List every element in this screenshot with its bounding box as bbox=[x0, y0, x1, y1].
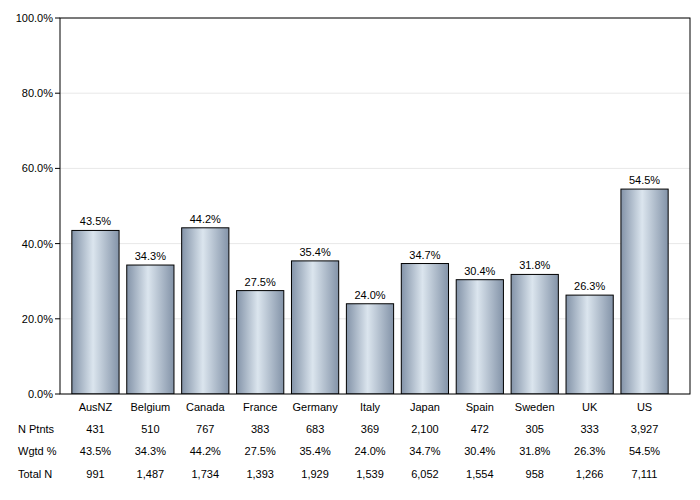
bar bbox=[127, 265, 174, 394]
data-label: 35.4% bbox=[299, 246, 330, 258]
data-label: 27.5% bbox=[245, 276, 276, 288]
table-cell: 27.5% bbox=[245, 445, 276, 457]
y-tick-label: 20.0% bbox=[22, 313, 53, 325]
tick-mark bbox=[55, 318, 60, 319]
table-cell: 472 bbox=[471, 423, 489, 435]
table-cell: 1,266 bbox=[576, 468, 604, 480]
row-label: N Ptnts bbox=[18, 423, 55, 435]
x-tick-label: Japan bbox=[410, 401, 440, 413]
table-cell: 1,487 bbox=[137, 468, 165, 480]
bar bbox=[511, 274, 558, 394]
table-cell: 383 bbox=[251, 423, 269, 435]
data-label: 43.5% bbox=[80, 215, 111, 227]
y-tick-label: 100.0% bbox=[16, 12, 54, 24]
table-cell: 6,052 bbox=[411, 468, 439, 480]
tick-mark bbox=[55, 394, 60, 395]
table-cell: 24.0% bbox=[354, 445, 385, 457]
table-cell: 767 bbox=[196, 423, 214, 435]
table-cell: 35.4% bbox=[299, 445, 330, 457]
bars bbox=[72, 189, 668, 394]
data-label: 34.3% bbox=[135, 250, 166, 262]
row-label: Wgtd % bbox=[18, 445, 57, 457]
tick-mark bbox=[55, 168, 60, 169]
table-cell: 34.3% bbox=[135, 445, 166, 457]
table-cell: 958 bbox=[526, 468, 544, 480]
x-tick-label: Sweden bbox=[515, 401, 555, 413]
x-tick-label: Germany bbox=[292, 401, 338, 413]
table-cell: 44.2% bbox=[190, 445, 221, 457]
table-cell: 431 bbox=[86, 423, 104, 435]
bar bbox=[237, 291, 284, 394]
table-cell: 2,100 bbox=[411, 423, 439, 435]
table-cell: 3,927 bbox=[631, 423, 659, 435]
x-tick-label: US bbox=[637, 401, 652, 413]
data-label: 54.5% bbox=[629, 174, 660, 186]
grid-line bbox=[60, 93, 690, 94]
x-tick-label: Canada bbox=[186, 401, 225, 413]
table-cell: 683 bbox=[306, 423, 324, 435]
data-label: 26.3% bbox=[574, 280, 605, 292]
chart: 0.0% 20.0% 40.0% 60.0% 80.0% 100.0% 43.5% 34.3%… bbox=[0, 0, 700, 500]
row-label: Total N bbox=[18, 468, 52, 480]
data-label: 24.0% bbox=[354, 289, 385, 301]
x-tick-label: France bbox=[243, 401, 277, 413]
tick-mark bbox=[55, 18, 60, 19]
table-cell: 1,393 bbox=[246, 468, 274, 480]
table-cell: 510 bbox=[141, 423, 159, 435]
x-tick-label: Italy bbox=[360, 401, 381, 413]
table-cell: 369 bbox=[361, 423, 379, 435]
x-tick-label: Spain bbox=[466, 401, 494, 413]
x-tick-label: AusNZ bbox=[79, 401, 113, 413]
table-cell: 43.5% bbox=[80, 445, 111, 457]
y-tick-label: 80.0% bbox=[22, 87, 53, 99]
table-cell: 1,539 bbox=[356, 468, 384, 480]
data-label: 30.4% bbox=[464, 265, 495, 277]
table-cell: 1,734 bbox=[192, 468, 220, 480]
data-label: 44.2% bbox=[190, 213, 221, 225]
table-cell: 333 bbox=[580, 423, 598, 435]
bar bbox=[346, 304, 393, 394]
table-cell: 34.7% bbox=[409, 445, 440, 457]
table-cell: 30.4% bbox=[464, 445, 495, 457]
table-cell: 31.8% bbox=[519, 445, 550, 457]
tick-mark bbox=[55, 93, 60, 94]
bar bbox=[456, 280, 503, 394]
grid-line bbox=[60, 168, 690, 169]
y-tick-label: 40.0% bbox=[22, 238, 53, 250]
tick-mark bbox=[55, 243, 60, 244]
bar bbox=[566, 295, 613, 394]
data-label: 31.8% bbox=[519, 259, 550, 271]
grid-line bbox=[60, 243, 690, 244]
bar bbox=[621, 189, 668, 394]
plot-frame bbox=[60, 18, 690, 394]
bar bbox=[72, 230, 119, 394]
bar bbox=[401, 264, 448, 394]
x-tick-label: Belgium bbox=[130, 401, 170, 413]
table-cell: 1,554 bbox=[466, 468, 494, 480]
table-cell: 1,929 bbox=[301, 468, 329, 480]
table-cell: 54.5% bbox=[629, 445, 660, 457]
bar bbox=[182, 228, 229, 394]
bar bbox=[291, 261, 338, 394]
x-tick-label: UK bbox=[582, 401, 598, 413]
table-cell: 26.3% bbox=[574, 445, 605, 457]
table-cell: 7,111 bbox=[632, 468, 658, 480]
y-tick-label: 60.0% bbox=[22, 162, 53, 174]
table-cell: 991 bbox=[86, 468, 104, 480]
data-label: 34.7% bbox=[409, 249, 440, 261]
y-tick-label: 0.0% bbox=[28, 388, 53, 400]
table-cell: 305 bbox=[526, 423, 544, 435]
